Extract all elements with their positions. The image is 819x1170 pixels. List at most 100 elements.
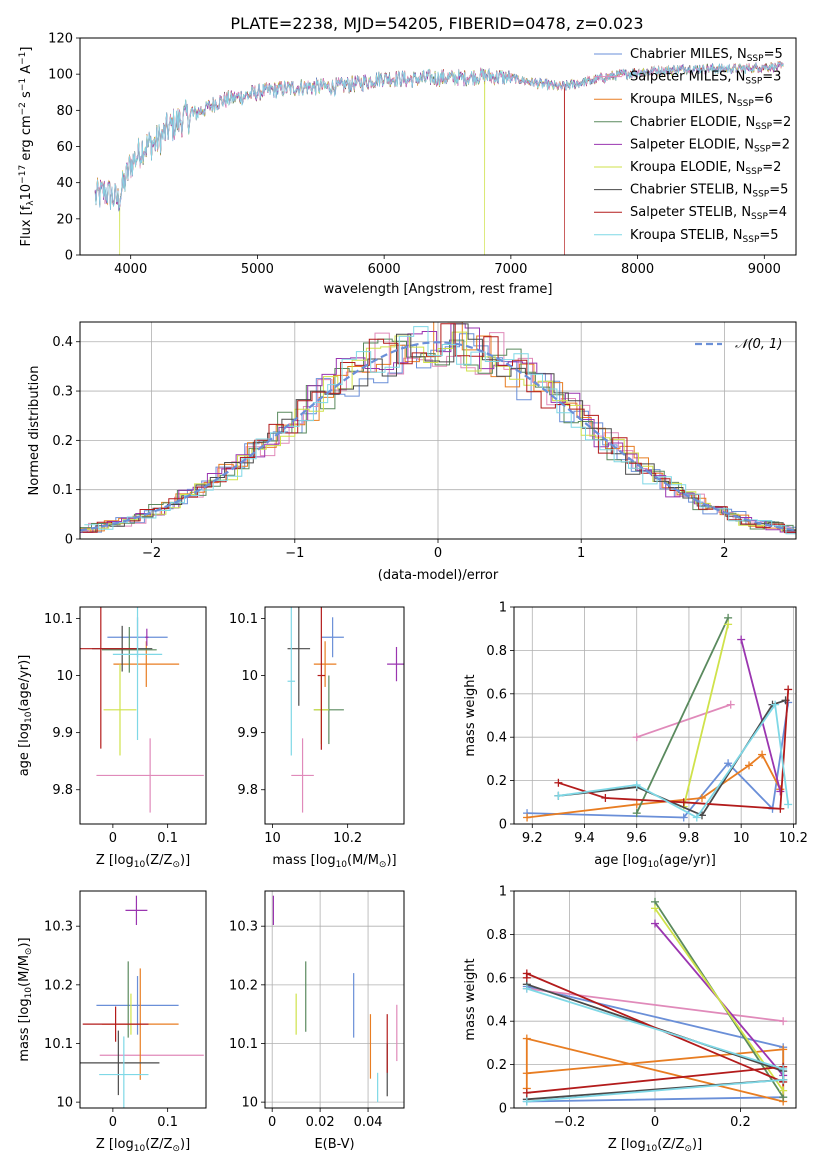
y-axis-label: Flux [fλ10−17 erg cm−2 s−1 A−1] xyxy=(18,47,36,247)
x-axis-label-part: 10 xyxy=(134,860,146,870)
y-tick-label: 0.1 xyxy=(52,483,73,498)
y-axis-label: Normed distribution xyxy=(27,366,42,496)
mass-vs-Z-axes: 0 0.1 10 10.1 10.2 10.3 xyxy=(44,920,178,1130)
legend-label-part: Chabrier ELODIE, N xyxy=(630,115,755,130)
x-tick-label: −1 xyxy=(285,546,304,561)
x-axis-label-part: (M/M xyxy=(347,853,379,868)
massweight-vs-Z-frame xyxy=(513,890,797,1109)
y-axis-label-part: mass [log xyxy=(17,998,32,1061)
y-tick-label: 0.2 xyxy=(52,434,73,449)
x-tick-label: 0 xyxy=(651,1115,659,1130)
x-axis-label-part: age [log xyxy=(594,853,647,868)
y-tick-label: 40 xyxy=(56,176,73,191)
mass-vs-Z-frame xyxy=(79,890,207,1109)
legend-label-part: =3 xyxy=(762,70,781,85)
y-tick-label: 10.1 xyxy=(44,1037,73,1052)
x-tick-label: 0.2 xyxy=(730,1115,751,1130)
x-axis-label-part: (Z/Z xyxy=(657,1137,684,1152)
y-tick-label: 9.9 xyxy=(237,726,258,741)
x-axis-label-part: 10 xyxy=(647,860,659,870)
legend-label: Chabrier ELODIE, NSSP=2 xyxy=(630,115,791,132)
x-axis-label-part: )] xyxy=(692,1137,702,1152)
x-axis-label-part: )] xyxy=(180,1137,190,1152)
y-tick-label: 1 xyxy=(499,601,507,616)
x-tick-label: 1 xyxy=(577,546,585,561)
x-axis-label-part: ⊙ xyxy=(684,1144,692,1154)
y-axis-label-part: age [log xyxy=(17,723,32,776)
x-tick-label: 0 xyxy=(109,1115,117,1130)
x-axis-label-part: Z [log xyxy=(96,853,134,868)
histogram-salpeter-miles xyxy=(80,332,796,532)
legend-label-part: SSP xyxy=(751,212,768,222)
x-axis-label: Z [log10(Z/Z⊙)] xyxy=(608,1137,702,1154)
legend-label-part: Chabrier MILES, N xyxy=(630,47,747,62)
y-axis-label-part: (age/yr)] xyxy=(17,655,32,712)
x-axis-label-part: 10 xyxy=(336,860,348,870)
legend-label-part: Kroupa MILES, N xyxy=(630,92,737,107)
x-tick-label: 0.1 xyxy=(157,831,178,846)
y-tick-label: 10 xyxy=(56,1096,73,1111)
x-tick-label: 6000 xyxy=(368,262,401,277)
y-axis-label: mass [log10(M/M⊙)] xyxy=(17,937,34,1061)
histogram-kroupa-stelib xyxy=(84,326,796,535)
x-tick-label: 9.2 xyxy=(522,831,543,846)
legend-label-part: Salpeter STELIB, N xyxy=(630,205,751,220)
y-tick-label: 10.1 xyxy=(44,612,73,627)
y-axis-label-part: 10 xyxy=(24,711,34,723)
x-axis-label-part: ⊙ xyxy=(379,860,387,870)
x-tick-label: −2 xyxy=(142,546,161,561)
y-tick-label: 0.8 xyxy=(486,928,507,943)
y-axis-label-part: Flux [f xyxy=(19,205,34,246)
y-axis-label-part: λ xyxy=(26,200,36,206)
mass-vs-EBV-frame xyxy=(264,890,405,1109)
legend-label-part: Kroupa STELIB, N xyxy=(630,228,743,243)
series-line xyxy=(526,987,784,1023)
massweight-vs-age-axes: 9.2 9.4 9.6 9.8 10 10.2 0 0.2 0.4 0.6 0.8 1 xyxy=(486,601,808,847)
y-axis-label-part: erg cm xyxy=(19,115,34,164)
massweight-vs-age-frame xyxy=(513,606,797,825)
y-axis-label-part: ⊙ xyxy=(24,948,34,956)
y-tick-label: 10.2 xyxy=(229,978,258,993)
y-tick-label: 0 xyxy=(65,533,73,548)
x-axis-label-part: mass [log xyxy=(272,853,335,868)
series-line xyxy=(740,639,782,792)
x-axis-label: age [log10(age/yr)] xyxy=(594,853,716,870)
legend-label-part: Salpeter ELODIE, N xyxy=(630,137,754,152)
x-tick-label: 5000 xyxy=(241,262,274,277)
legend-label-part: Chabrier STELIB, N xyxy=(630,183,752,198)
y-tick-label: 10 xyxy=(56,669,73,684)
x-tick-label: 9.8 xyxy=(679,831,700,846)
x-axis-label-part: )] xyxy=(180,853,190,868)
x-axis-label: wavelength [Angstrom, rest frame] xyxy=(324,282,553,297)
legend-label: Chabrier MILES, NSSP=5 xyxy=(630,47,783,64)
y-tick-label: 0.6 xyxy=(486,687,507,702)
age-vs-Z-points xyxy=(80,607,204,813)
y-tick-label: 120 xyxy=(48,32,73,47)
y-tick-label: 100 xyxy=(48,68,73,83)
y-axis-label-part: A xyxy=(19,65,34,78)
spectrum-frame xyxy=(79,37,797,256)
legend-label: Kroupa STELIB, NSSP=5 xyxy=(630,228,779,245)
x-tick-label: 10 xyxy=(733,831,750,846)
legend-label-part: =5 xyxy=(764,47,783,62)
x-axis-label-part: ⊙ xyxy=(172,1144,180,1154)
x-tick-label: 0 xyxy=(268,1115,276,1130)
y-tick-label: 0.2 xyxy=(486,774,507,789)
legend-label-part: SSP xyxy=(743,235,760,245)
y-axis-label-part: 10 xyxy=(19,184,34,201)
series-line xyxy=(635,617,729,814)
x-axis-label: Z [log10(Z/Z⊙)] xyxy=(96,1137,190,1154)
y-tick-label: 10 xyxy=(241,669,258,684)
legend-label-part: =2 xyxy=(772,115,791,130)
legend-label-part: =2 xyxy=(771,137,790,152)
histogram-salpeter-elodie xyxy=(80,323,796,533)
legend-label-part: =2 xyxy=(762,160,781,175)
normal-curve xyxy=(80,341,796,532)
y-tick-label: 80 xyxy=(56,104,73,119)
histogram-salpeter-stelib xyxy=(82,323,796,534)
legend-label: Salpeter STELIB, NSSP=4 xyxy=(630,205,787,222)
y-axis-label: age [log10(age/yr)] xyxy=(17,655,34,777)
hist-frame xyxy=(79,321,797,540)
histogram-chabrier-stelib xyxy=(81,323,796,533)
